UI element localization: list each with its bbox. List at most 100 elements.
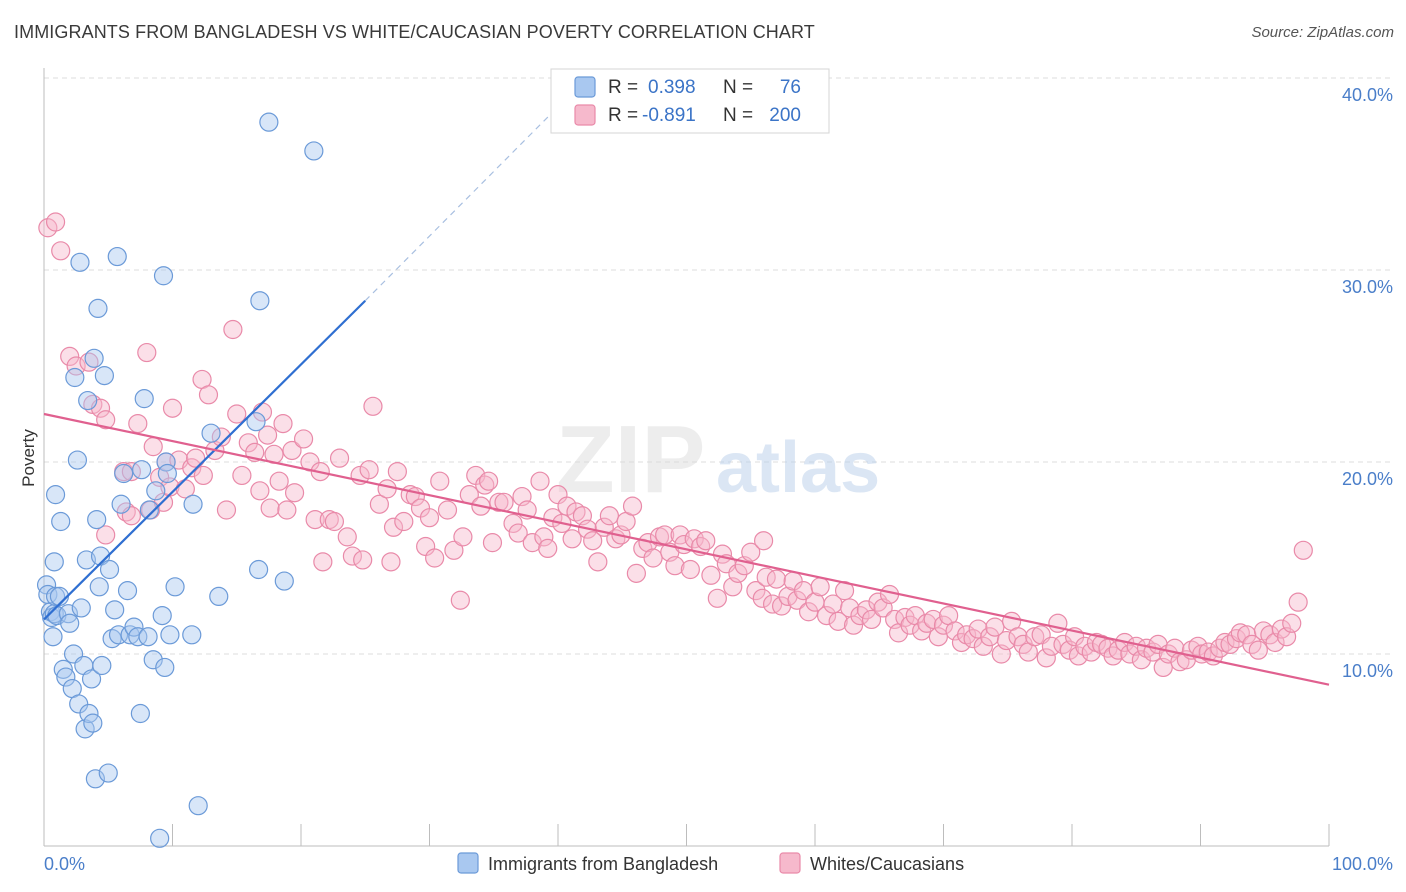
- x-tick-label-0: 0.0%: [44, 854, 85, 874]
- blue-point-72: [259, 112, 279, 132]
- pink-point-77: [450, 590, 470, 610]
- watermark-zip: ZIP: [556, 406, 705, 513]
- series-immigrants-bangladesh: [36, 112, 324, 848]
- pink-point-94: [538, 538, 558, 559]
- blue-point-59: [155, 657, 175, 678]
- blue-point-48: [124, 617, 144, 637]
- pink-point-32: [216, 500, 237, 520]
- pink-point-197: [1103, 646, 1123, 666]
- blue-point-51: [132, 460, 152, 480]
- pink-point-45: [277, 500, 297, 520]
- pink-point-72: [425, 548, 445, 568]
- pink-point-126: [707, 588, 727, 608]
- blue-point-45: [114, 463, 134, 484]
- pink-point-231: [1293, 540, 1313, 560]
- pink-point-92: [530, 471, 550, 491]
- trend-line-pink: [43, 412, 1330, 686]
- pink-point-25: [182, 458, 202, 478]
- pink-point-78: [453, 527, 473, 547]
- pink-point-82: [475, 475, 495, 495]
- pink-point-36: [238, 433, 258, 453]
- pink-point-35: [232, 465, 252, 486]
- blue-point-69: [246, 412, 266, 432]
- y-tick-label-2: 30.0%: [1342, 277, 1393, 297]
- blue-point-54: [139, 500, 159, 520]
- trend-lines: [43, 106, 1330, 686]
- legend-n-value-pink: 200: [769, 105, 801, 126]
- pink-point-75: [437, 500, 458, 520]
- chart-title: IMMIGRANTS FROM BANGLADESH VS WHITE/CAUC…: [14, 22, 815, 42]
- pink-point-1: [45, 212, 66, 232]
- pink-point-99: [562, 529, 582, 549]
- blue-point-10: [45, 485, 66, 505]
- pink-point-134: [752, 588, 772, 608]
- blue-point-75: [152, 605, 172, 626]
- grid-lines: [44, 77, 1390, 655]
- pink-point-57: [342, 546, 362, 566]
- blue-point-37: [94, 366, 114, 386]
- pink-point-118: [665, 556, 685, 576]
- blue-point-70: [248, 559, 269, 580]
- blue-point-20: [69, 694, 89, 714]
- blue-point-28: [81, 669, 102, 689]
- pink-point-73: [419, 508, 440, 528]
- x-tick-labels: 0.0% 100.0%: [44, 854, 1393, 874]
- pink-point-48: [293, 429, 314, 449]
- blue-point-34: [89, 577, 109, 597]
- pink-point-114: [643, 548, 663, 568]
- pink-point-172: [963, 629, 983, 649]
- pink-point-52: [313, 552, 333, 572]
- blue-point-71: [250, 291, 270, 311]
- pink-point-3: [60, 346, 80, 366]
- pink-point-110: [622, 496, 643, 516]
- pink-point-85: [489, 492, 509, 512]
- pink-point-165: [923, 609, 943, 630]
- pink-point-151: [843, 615, 864, 635]
- pink-point-173: [968, 619, 988, 639]
- blue-point-73: [274, 571, 294, 591]
- pink-point-130: [728, 563, 748, 583]
- series-legend-swatch-pink: [779, 852, 801, 874]
- legend-r-label-pink: R =: [608, 105, 638, 126]
- trend-line-blue: [43, 299, 367, 621]
- blue-point-43: [108, 625, 129, 645]
- series-legend-swatch-blue: [457, 852, 479, 874]
- pink-point-143: [798, 602, 819, 622]
- pink-point-103: [583, 531, 603, 551]
- legend-n-value-blue: 76: [780, 77, 801, 98]
- pink-point-29: [198, 385, 219, 405]
- pink-point-137: [766, 569, 787, 589]
- pink-point-169: [945, 621, 965, 641]
- series-whites-caucasians: [38, 212, 1313, 678]
- pink-point-66: [387, 462, 407, 482]
- pink-point-121: [680, 559, 700, 580]
- pink-point-176: [985, 617, 1005, 637]
- blue-point-63: [165, 577, 185, 597]
- legend-swatch-pink: [574, 104, 596, 126]
- blue-point-26: [78, 390, 98, 411]
- pink-point-124: [696, 531, 716, 551]
- source-label: Source: ZipAtlas.com: [1251, 24, 1394, 41]
- blue-point-67: [201, 423, 221, 443]
- pink-point-166: [928, 627, 948, 647]
- blue-point-9: [44, 552, 64, 572]
- pink-point-146: [816, 605, 837, 626]
- pink-point-61: [363, 396, 383, 416]
- pink-point-31: [211, 427, 231, 447]
- blue-point-61: [157, 463, 177, 484]
- y-tick-label-0: 10.0%: [1342, 661, 1393, 681]
- blue-point-41: [105, 600, 125, 620]
- pink-point-2: [51, 241, 71, 261]
- blue-point-62: [160, 625, 180, 645]
- pink-point-28: [193, 465, 213, 486]
- pink-point-38: [250, 481, 270, 501]
- blue-point-13: [56, 667, 76, 687]
- series-legend-label-blue: Immigrants from Bangladesh: [488, 854, 718, 874]
- blue-point-29: [83, 713, 103, 733]
- pink-point-13: [128, 414, 148, 434]
- pink-point-0: [38, 218, 58, 238]
- pink-point-232: [753, 531, 774, 551]
- pink-point-33: [223, 319, 243, 340]
- axes: [43, 68, 1330, 847]
- x-tick-label-1: 100.0%: [1332, 854, 1393, 874]
